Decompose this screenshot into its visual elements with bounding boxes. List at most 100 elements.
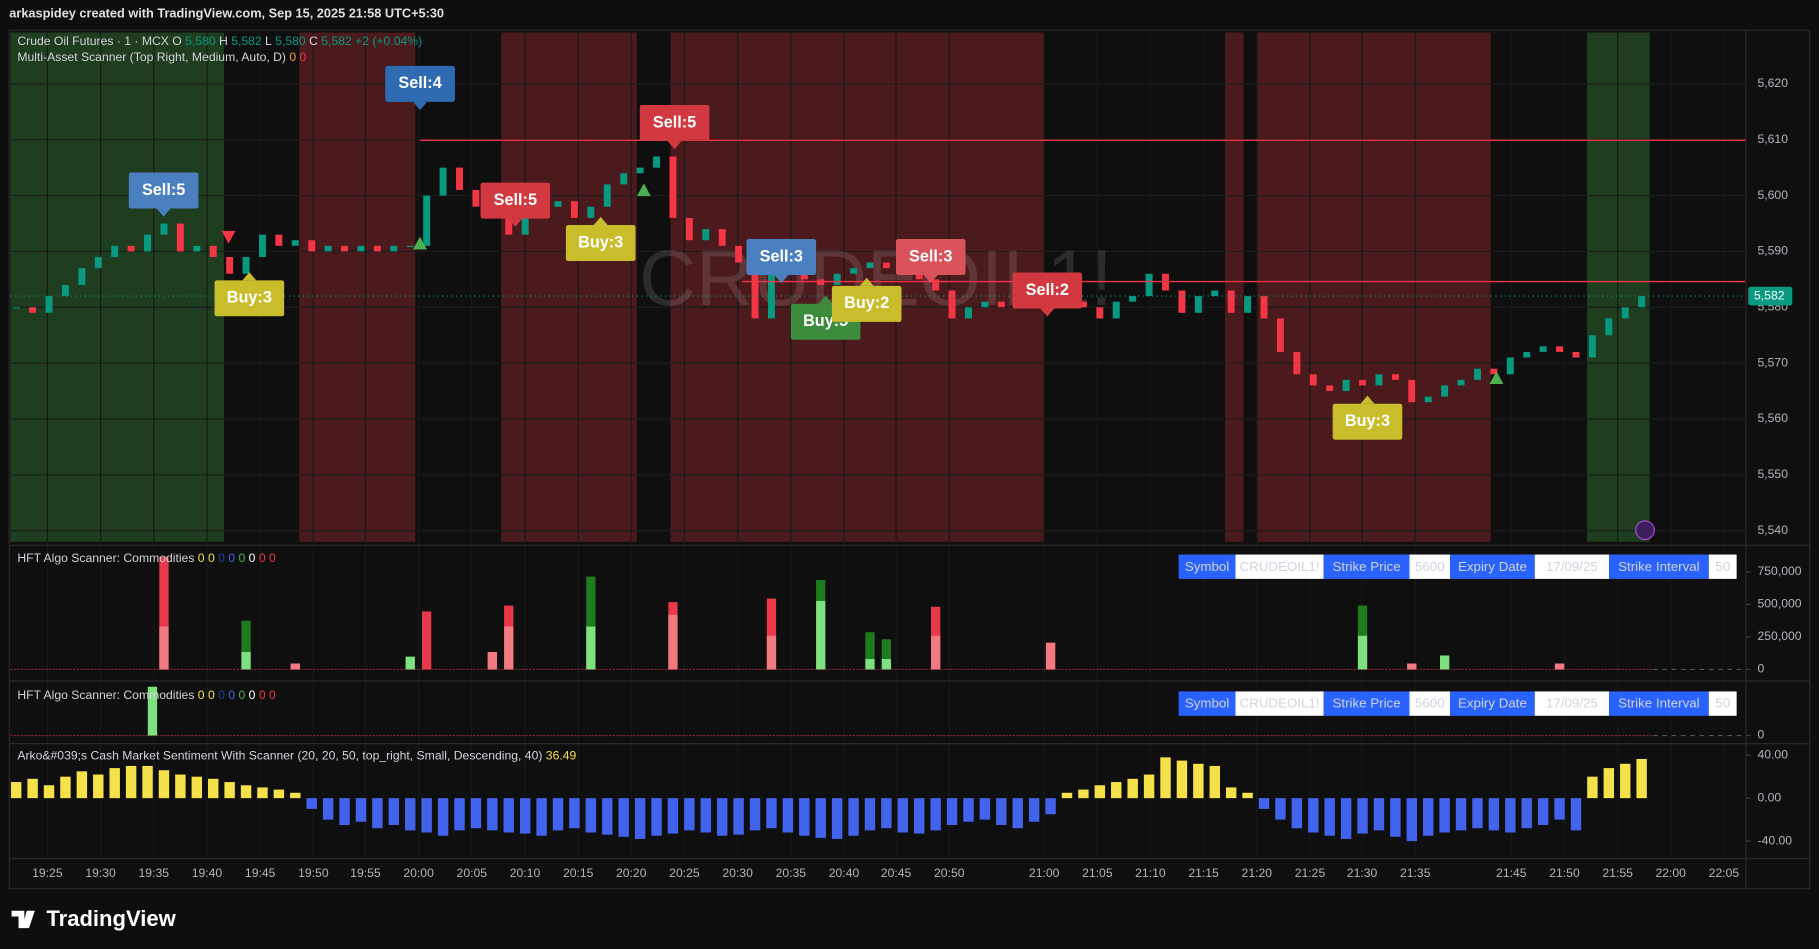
last-price-tag — [1748, 286, 1793, 306]
sentiment-bar — [421, 798, 432, 833]
x-tick-label: 20:00 — [403, 866, 434, 880]
sentiment-bar — [1587, 776, 1598, 799]
sentiment-bar — [191, 776, 203, 799]
table-cell — [1609, 554, 1709, 579]
candle — [1539, 346, 1547, 352]
sentiment-bar — [815, 798, 826, 838]
sentiment-bar — [142, 765, 153, 799]
volume-bar-lower — [487, 651, 497, 670]
sentiment-bar — [125, 765, 137, 799]
alert-icon[interactable] — [1635, 520, 1655, 541]
table-text: CRUDEOIL1! — [1240, 559, 1320, 574]
indicator-value: 0 — [249, 551, 256, 565]
candle — [521, 217, 529, 235]
signal-label-text: Buy:3 — [1345, 412, 1390, 430]
x-tick-label: 21:10 — [1135, 866, 1166, 880]
volume-bar-lower — [504, 626, 514, 670]
signal-label-box — [214, 280, 285, 317]
sentiment-bar — [733, 798, 744, 835]
sentiment-bar — [224, 782, 235, 799]
ohlc-value: 5,580 — [185, 34, 216, 48]
sentiment-bar — [273, 789, 285, 799]
sentiment-bar — [799, 798, 810, 836]
signal-label-box — [385, 65, 455, 102]
sentiment-bar — [405, 798, 416, 831]
signal-label-box — [128, 172, 199, 209]
candle — [341, 245, 349, 252]
candle — [61, 284, 69, 297]
sell-marker — [221, 230, 236, 244]
ohlc-key: C — [309, 34, 318, 48]
candle — [981, 301, 989, 308]
volume-bar — [422, 611, 432, 670]
candle — [669, 156, 677, 218]
candle — [226, 256, 234, 274]
table-text: CRUDEOIL1! — [1240, 696, 1320, 711]
candle — [702, 229, 710, 241]
sentiment-bar — [1078, 789, 1089, 799]
signal-label-pointer — [1360, 395, 1375, 404]
table-text: 5600 — [1415, 696, 1445, 711]
change: +2 (+0.04%) — [355, 34, 422, 48]
volume-bar-lower — [147, 686, 158, 736]
candle — [111, 245, 119, 257]
signal-label-box — [565, 225, 636, 262]
brand-name: TradingView — [46, 906, 176, 931]
signal-label-text: Sell:3 — [909, 247, 952, 265]
sentiment-bar — [897, 798, 909, 833]
ohlc-value: 5,582 — [321, 34, 352, 48]
x-tick-label: 21:05 — [1082, 866, 1113, 880]
candle — [1441, 385, 1449, 397]
sentiment-bar — [257, 787, 268, 799]
y-tick-label: -40.00 — [1758, 833, 1793, 847]
x-tick-label: 20:15 — [563, 866, 594, 880]
candle — [1244, 296, 1252, 313]
sentiment-bar — [1242, 792, 1253, 799]
signal-label-text: Buy:3 — [227, 289, 272, 307]
candle — [1408, 379, 1416, 403]
x-tick-label: 21:15 — [1188, 866, 1219, 880]
last-price-label: 5,582 — [1754, 288, 1785, 302]
buy-marker — [1489, 371, 1504, 385]
signal-zones — [10, 32, 1650, 542]
table-text: Strike Price — [1332, 696, 1400, 711]
signal-label-text: Buy:3 — [578, 233, 623, 251]
bull-zone — [1586, 32, 1650, 542]
candle — [78, 268, 86, 285]
x-tick-label: 21:00 — [1029, 866, 1060, 880]
y-tick-label: 5,570 — [1758, 355, 1789, 369]
candle — [324, 245, 332, 252]
candle — [587, 206, 595, 218]
sentiment-bar — [60, 776, 71, 799]
signal-label-pointer — [413, 101, 428, 110]
table-cell — [1323, 691, 1410, 716]
table-cell — [1708, 554, 1737, 579]
sentiment-bar — [388, 798, 400, 825]
x-tick-label: 22:05 — [1709, 866, 1740, 880]
sentiment-bar — [1012, 798, 1023, 829]
indicator-value: 0 — [208, 688, 215, 702]
candle — [94, 256, 102, 269]
candle — [1293, 351, 1301, 375]
candle — [915, 273, 923, 280]
candle — [554, 201, 562, 207]
signal-label-box — [746, 239, 817, 275]
candle — [1605, 318, 1613, 336]
sentiment-bar — [27, 778, 38, 799]
sentiment-bar — [175, 774, 186, 799]
candle — [242, 256, 250, 274]
candle — [439, 167, 447, 196]
candle — [160, 223, 168, 235]
sentiment-bar — [1570, 798, 1582, 831]
x-tick-label: 21:55 — [1602, 866, 1633, 880]
header-text: arkaspidey created with TradingView.com,… — [9, 5, 444, 20]
signal-label-text: Sell:5 — [142, 181, 185, 199]
signal-label-pointer — [923, 274, 938, 284]
candle — [1276, 318, 1284, 352]
candle — [965, 307, 972, 319]
table-text: 17/09/25 — [1546, 696, 1598, 711]
sentiment-bar — [1390, 798, 1401, 837]
sentiment-bar — [1127, 778, 1138, 799]
volume-bar-lower — [931, 635, 941, 670]
signal-label-text: Sell:5 — [653, 113, 696, 131]
